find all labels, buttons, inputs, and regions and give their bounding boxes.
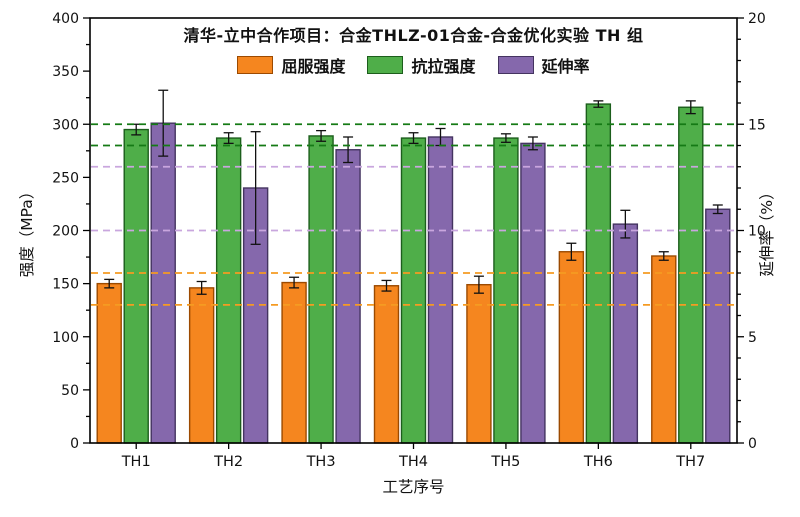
bar-抗拉强度 <box>678 106 704 444</box>
bar-屈服强度 <box>651 255 677 444</box>
x-axis-category-label: TH7 <box>675 454 705 470</box>
bar-延伸率 <box>612 223 639 444</box>
x-axis-category-label: TH2 <box>213 454 243 470</box>
x-axis-category-label: TH1 <box>121 454 151 470</box>
y-axis-left-tick-label: 150 <box>52 277 79 293</box>
bar-屈服强度 <box>96 282 122 444</box>
bar-屈服强度 <box>466 283 492 444</box>
bar-抗拉强度 <box>215 137 242 444</box>
y-axis-right-tick-label: 15 <box>748 117 766 133</box>
y-axis-right-tick-label: 0 <box>748 436 757 452</box>
y-axis-left-tick-label: 200 <box>52 224 79 240</box>
x-axis-category-label: TH6 <box>583 454 613 470</box>
bar-屈服强度 <box>373 285 400 444</box>
bar-抗拉强度 <box>308 135 334 444</box>
y-axis-left-title: 强度（MPa） <box>18 184 36 278</box>
bar-屈服强度 <box>188 287 215 444</box>
legend-item: 延伸率 <box>497 53 590 77</box>
y-axis-right-tick-label: 5 <box>748 330 757 346</box>
y-axis-right-tick-label: 20 <box>748 11 766 27</box>
y-axis-left-tick-label: 0 <box>70 436 79 452</box>
bar-延伸率 <box>150 122 176 444</box>
plot-frame <box>89 17 738 444</box>
legend-swatch <box>237 56 274 74</box>
legend-label: 抗拉强度 <box>411 57 476 76</box>
bar-延伸率 <box>705 208 731 444</box>
y-axis-right-tick-label: 10 <box>748 224 766 240</box>
legend-swatch <box>497 56 534 74</box>
bar-抗拉强度 <box>493 137 519 444</box>
y-axis-left-tick-label: 400 <box>52 11 79 27</box>
bar-抗拉强度 <box>400 137 427 444</box>
bar-屈服强度 <box>558 251 585 444</box>
bar-屈服强度 <box>281 281 307 444</box>
bar-抗拉强度 <box>123 128 149 444</box>
y-axis-left-tick-label: 350 <box>52 64 79 80</box>
y-axis-left-tick-label: 250 <box>52 170 79 186</box>
legend-item: 抗拉强度 <box>367 53 476 77</box>
y-axis-right-title: 延伸率（%） <box>758 184 776 276</box>
x-axis-title: 工艺序号 <box>382 478 444 496</box>
legend-item: 屈服强度 <box>237 53 345 77</box>
y-axis-left-tick-label: 50 <box>61 383 79 399</box>
bar-延伸率 <box>520 142 546 444</box>
y-axis-left-tick-label: 100 <box>52 330 79 346</box>
x-axis-category-label: TH4 <box>398 454 428 470</box>
y-axis-left-tick-label: 300 <box>52 117 79 133</box>
legend-label: 屈服强度 <box>281 57 346 76</box>
chart-title: 清华-立中合作项目：合金THLZ-01合金-合金优化实验 TH 组 <box>183 26 644 45</box>
chart-legend: 屈服强度 抗拉强度 延伸率 <box>90 53 737 77</box>
x-axis-category-label: TH3 <box>306 454 336 470</box>
x-axis-category-label: TH5 <box>490 454 520 470</box>
bar-延伸率 <box>427 136 454 444</box>
legend-swatch <box>367 56 404 74</box>
bar-延伸率 <box>335 149 361 444</box>
legend-label: 延伸率 <box>541 57 590 76</box>
